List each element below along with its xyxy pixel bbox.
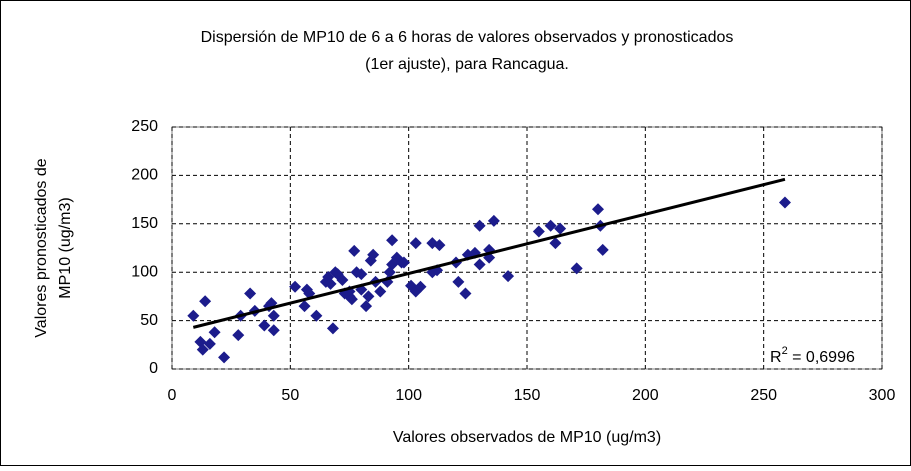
data-point — [267, 309, 280, 322]
data-point — [289, 280, 302, 293]
data-point — [549, 237, 562, 250]
data-point — [452, 275, 465, 288]
y-tick-label: 50 — [140, 312, 158, 329]
data-point — [374, 285, 387, 298]
y-tick-label: 200 — [131, 167, 158, 184]
data-point — [386, 234, 399, 247]
data-point — [244, 287, 257, 300]
x-tick-label: 150 — [514, 387, 541, 404]
data-point — [199, 295, 212, 308]
x-axis-label: Valores observados de MP10 (ug/m3) — [393, 429, 661, 446]
data-point — [554, 222, 567, 235]
trendline — [192, 177, 786, 329]
y-tick-label: 150 — [131, 215, 158, 232]
data-point — [310, 309, 323, 322]
r-squared-prefix: R — [770, 349, 782, 366]
data-point — [324, 277, 337, 290]
data-point — [532, 225, 545, 238]
x-tick-label: 300 — [869, 387, 896, 404]
x-tick-label: 0 — [168, 387, 177, 404]
x-tick-label: 50 — [281, 387, 299, 404]
data-point — [362, 290, 375, 303]
data-point — [360, 300, 373, 313]
data-point — [345, 293, 358, 306]
data-point — [414, 280, 427, 293]
chart-title: Dispersión de MP10 de 6 a 6 horas de val… — [201, 29, 734, 46]
y-axis-label: Valores pronosticados de — [33, 158, 50, 337]
data-point — [459, 287, 472, 300]
y-axis-label: MP10 (ug/m3) — [57, 197, 74, 298]
data-point — [348, 244, 361, 257]
data-point — [187, 309, 200, 322]
data-point — [397, 256, 410, 269]
chart-title: (1er ajuste), para Rancagua. — [365, 56, 569, 73]
data-point — [298, 300, 311, 313]
data-point — [218, 351, 231, 364]
r-squared-superscript: 2 — [782, 345, 788, 357]
data-point — [196, 343, 209, 356]
x-tick-label: 250 — [750, 387, 777, 404]
data-point — [487, 214, 500, 227]
y-tick-label: 100 — [131, 263, 158, 280]
x-tick-label: 100 — [395, 387, 422, 404]
x-tick-label: 200 — [632, 387, 659, 404]
data-point — [367, 248, 380, 261]
r-squared-label: R2 = 0,6996 — [770, 345, 855, 366]
data-point — [267, 324, 280, 337]
data-point — [473, 258, 486, 271]
data-point — [592, 203, 604, 216]
data-point — [544, 219, 557, 232]
data-point — [336, 273, 349, 286]
data-point — [326, 322, 339, 335]
data-point — [355, 268, 368, 281]
data-point — [433, 239, 446, 252]
data-point — [596, 243, 609, 256]
data-point — [232, 329, 245, 342]
data-point — [203, 337, 216, 350]
data-point — [570, 262, 583, 275]
y-tick-label: 0 — [149, 360, 158, 377]
data-point — [258, 319, 271, 332]
data-point — [502, 270, 515, 283]
r-squared-value: = 0,6996 — [788, 349, 855, 366]
data-point — [208, 326, 221, 339]
data-point — [473, 219, 486, 232]
data-point — [778, 196, 791, 209]
data-point — [409, 237, 422, 250]
y-tick-label: 250 — [131, 118, 158, 135]
